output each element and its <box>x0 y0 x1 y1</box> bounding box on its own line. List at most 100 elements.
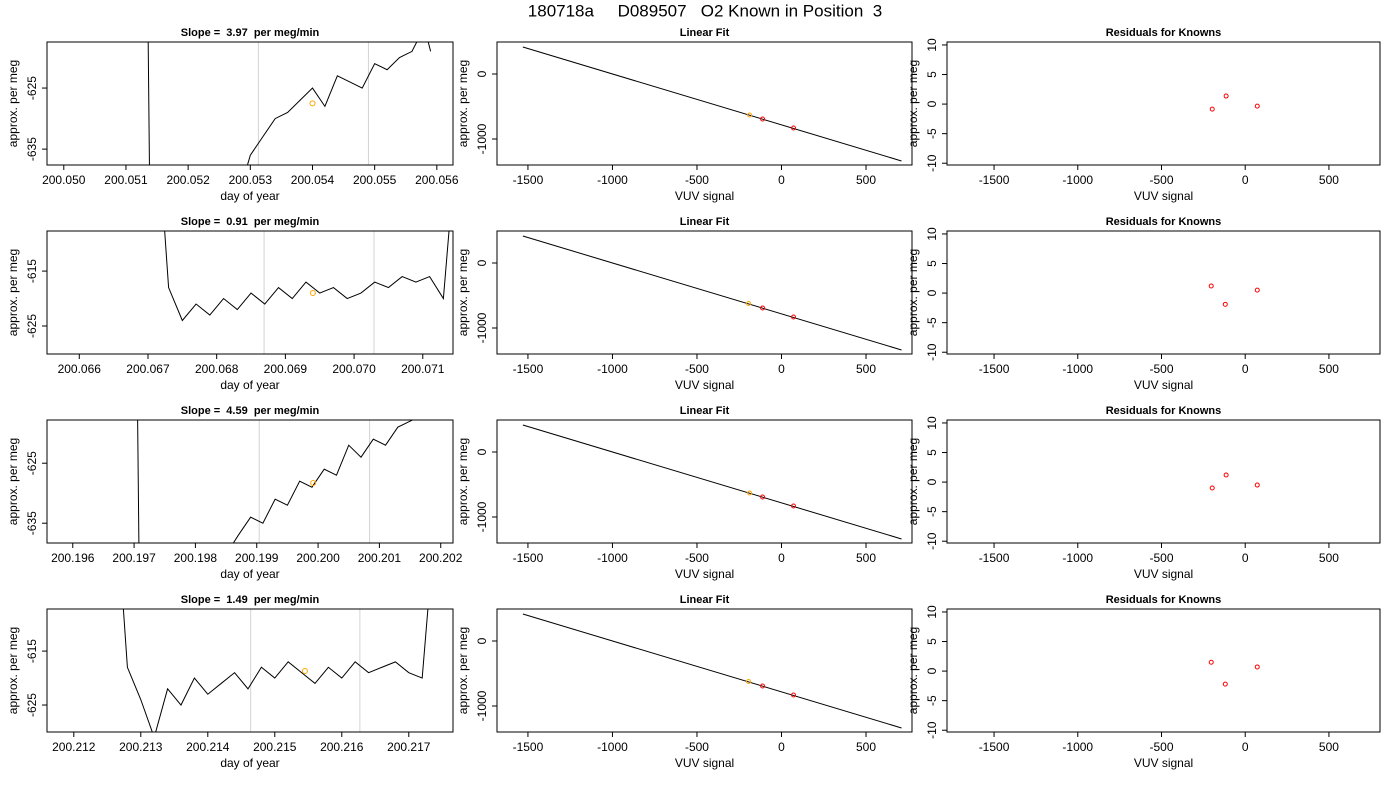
point <box>791 125 797 131</box>
x-tick-label: -500 <box>685 362 709 376</box>
x-tick-label: 0 <box>1242 740 1249 754</box>
x-axis-label: day of year <box>220 378 279 392</box>
y-axis-label: approx. per meg <box>6 627 20 714</box>
x-tick-label: -1500 <box>979 173 1010 187</box>
y-tick-label: 0 <box>475 259 489 266</box>
panel: Slope = 4.59 per meg/min day of year appro… <box>6 405 463 581</box>
panel-title: Linear Fit <box>680 594 730 606</box>
panel: Residuals for Knowns VUV signal approx. pe… <box>906 594 1381 770</box>
x-tick-label: 200.071 <box>401 362 445 376</box>
y-tick-label: -10 <box>925 532 939 550</box>
point <box>1209 106 1215 112</box>
x-axis-label: VUV signal <box>1134 378 1193 392</box>
plot-frame <box>46 419 454 544</box>
panel: Residuals for Knowns VUV signal approx. pe… <box>906 216 1381 392</box>
x-tick-label: -1500 <box>513 551 544 565</box>
plot-area <box>147 42 432 165</box>
plot-frame <box>496 608 913 733</box>
x-axis-label: VUV signal <box>675 756 734 770</box>
x-tick-label: 200.213 <box>119 740 163 754</box>
data-line <box>147 42 432 165</box>
x-tick-label: 200.200 <box>296 551 340 565</box>
x-tick-label: 200.196 <box>51 551 95 565</box>
y-tick-label: -10 <box>925 343 939 361</box>
x-tick-label: 0 <box>1242 173 1249 187</box>
y-tick-label: 10 <box>925 227 939 241</box>
point <box>1254 482 1260 488</box>
y-tick-label: 0 <box>925 289 939 296</box>
figure-title: 180718a D089507 O2 Known in Position 3 <box>528 1 882 20</box>
y-tick-label: -5 <box>925 317 939 328</box>
x-tick-label: 200.201 <box>358 551 402 565</box>
data-line <box>137 420 414 543</box>
point <box>1223 93 1229 99</box>
y-tick-label: 0 <box>925 478 939 485</box>
x-tick-label: -1000 <box>1062 551 1093 565</box>
plot-area <box>137 420 414 543</box>
y-axis-label: approx. per meg <box>456 60 470 147</box>
x-tick-label: 200.217 <box>387 740 431 754</box>
x-tick-label: 200.199 <box>235 551 279 565</box>
x-tick-label: -500 <box>1149 551 1173 565</box>
plot-frame <box>46 41 454 166</box>
x-tick-label: 0 <box>1242 551 1249 565</box>
x-tick-label: -1000 <box>597 173 628 187</box>
y-axis-label: approx. per meg <box>906 438 920 525</box>
x-tick-label: -1500 <box>513 173 544 187</box>
point <box>791 314 797 320</box>
data-line <box>122 609 429 732</box>
x-tick-label: 0 <box>778 551 785 565</box>
y-axis-label: approx. per meg <box>456 627 470 714</box>
x-tick-label: 200.052 <box>166 173 210 187</box>
x-tick-label: -500 <box>685 551 709 565</box>
point <box>760 683 766 689</box>
plot-area <box>522 235 902 351</box>
y-axis-label: approx. per meg <box>906 60 920 147</box>
x-tick-label: 200.066 <box>58 362 102 376</box>
plot-frame <box>946 419 1381 544</box>
x-tick-label: -1500 <box>513 740 544 754</box>
y-axis-label: approx. per meg <box>906 249 920 336</box>
y-tick-label: -10 <box>925 154 939 172</box>
y-tick-label: -1000 <box>475 690 489 721</box>
highlight-point <box>309 290 316 297</box>
y-tick-label: -5 <box>925 506 939 517</box>
x-tick-label: 200.054 <box>291 173 335 187</box>
x-tick-label: 0 <box>1242 362 1249 376</box>
x-tick-label: 200.216 <box>320 740 364 754</box>
x-tick-label: 200.070 <box>332 362 376 376</box>
point <box>760 305 766 311</box>
plot-area <box>1208 659 1260 687</box>
plot-frame <box>946 230 1381 355</box>
x-axis-label: VUV signal <box>1134 189 1193 203</box>
panel: Slope = 1.49 per meg/min day of year appro… <box>6 594 454 770</box>
panel: Residuals for Knowns VUV signal approx. pe… <box>906 405 1381 581</box>
plot-frame <box>46 608 454 733</box>
x-axis-label: day of year <box>220 567 279 581</box>
x-tick-label: 500 <box>856 740 876 754</box>
x-axis-label: VUV signal <box>1134 756 1193 770</box>
plot-frame <box>496 41 913 166</box>
y-tick-label: 10 <box>925 416 939 430</box>
point <box>1208 283 1214 289</box>
fit-line <box>522 46 902 162</box>
point <box>791 503 797 509</box>
y-tick-label: -615 <box>25 259 39 283</box>
y-tick-label: -625 <box>25 451 39 475</box>
y-tick-label: -615 <box>25 639 39 663</box>
panel: Linear Fit VUV signal approx. per meg -1500… <box>456 216 913 392</box>
point <box>1222 301 1228 307</box>
x-tick-label: 0 <box>778 362 785 376</box>
plot-frame <box>496 230 913 355</box>
highlight-point <box>310 480 317 486</box>
x-tick-label: 200.051 <box>104 173 148 187</box>
y-tick-label: 5 <box>925 71 939 78</box>
x-tick-label: 200.197 <box>112 551 156 565</box>
x-tick-label: -1500 <box>979 740 1010 754</box>
x-tick-label: -500 <box>1149 173 1173 187</box>
x-tick-label: 0 <box>778 740 785 754</box>
plot-area <box>122 609 429 732</box>
y-tick-label: -1000 <box>475 501 489 532</box>
x-tick-label: -500 <box>1149 362 1173 376</box>
